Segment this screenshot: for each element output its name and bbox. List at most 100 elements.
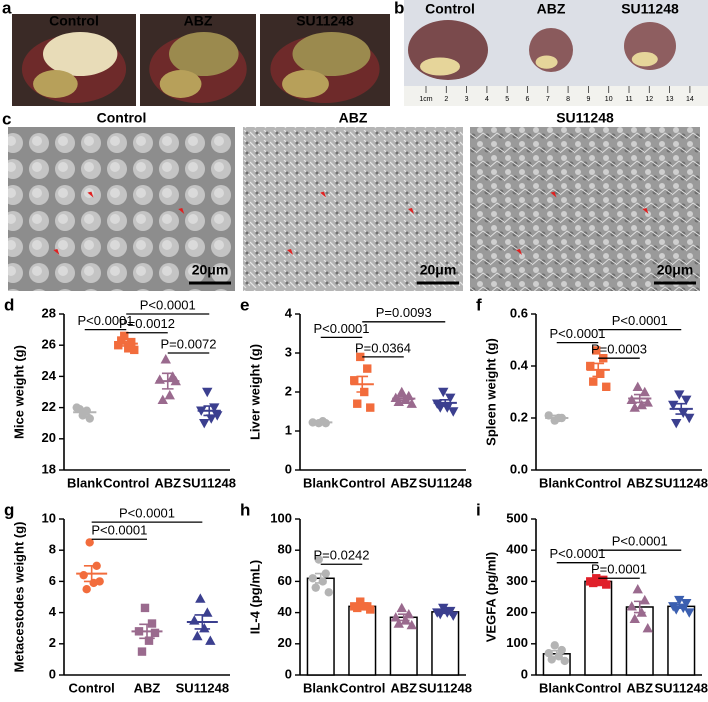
data-point [366, 605, 375, 614]
data-point [681, 395, 692, 405]
y-axis-label: VEGFA (pg/ml) [483, 552, 498, 643]
ruler-label: 4 [485, 96, 489, 103]
bar [431, 611, 460, 676]
data-point [671, 419, 682, 429]
data-point [396, 602, 407, 613]
group [350, 352, 375, 412]
ruler-label: 13 [666, 96, 674, 103]
group [76, 538, 108, 594]
group [544, 411, 569, 425]
x-tick-label: Control [339, 475, 385, 490]
y-tick-label: 100 [506, 635, 528, 650]
ruler-label: 6 [526, 96, 530, 103]
data-point [438, 387, 449, 398]
data-point [435, 403, 446, 413]
data-point [199, 419, 210, 429]
y-axis-label: Spleen weight (g) [483, 338, 498, 446]
error-bar [397, 395, 410, 402]
error-bar [120, 340, 133, 347]
photo-detail [33, 70, 78, 98]
x-tick-label: ABZ [154, 475, 181, 490]
photo-caption: SU11248 [621, 1, 679, 17]
photo-detail [169, 32, 239, 76]
p-value: P=0.0093 [376, 305, 432, 320]
p-value: P<0.0001 [549, 326, 605, 341]
panel-label: d [4, 295, 14, 314]
data-point [356, 352, 365, 362]
y-tick-label: 18 [42, 461, 56, 476]
y-tick-label: 0.2 [510, 409, 528, 424]
x-tick-label: ABZ [626, 680, 653, 695]
error-bar [83, 565, 100, 583]
data-point [684, 608, 695, 618]
data-point [195, 593, 206, 603]
data-point [205, 635, 216, 645]
y-tick-label: 0.4 [510, 357, 529, 372]
data-point [120, 331, 129, 341]
x-tick-label: SU11248 [655, 680, 708, 695]
data-point [684, 413, 695, 424]
data-point [626, 601, 637, 611]
data-point [140, 603, 150, 613]
arrow [87, 191, 94, 198]
y-tick-label: 3 [285, 344, 292, 359]
panel-label: c [2, 109, 11, 128]
sem-image [8, 127, 235, 291]
p-value: P<0.0001 [612, 313, 668, 328]
data-point [629, 613, 640, 624]
data-point [324, 588, 333, 597]
ruler [404, 86, 708, 106]
data-point [393, 618, 404, 628]
photo-caption: Control [425, 1, 475, 17]
data-point [592, 346, 601, 355]
error-bar [194, 614, 211, 630]
y-tick-label: 4 [285, 305, 293, 320]
ruler-label: 2 [444, 96, 448, 103]
y-tick-label: 6 [49, 573, 56, 588]
x-tick-label: Control [575, 680, 621, 695]
x-tick-label: Control [339, 680, 385, 695]
bar [348, 605, 377, 676]
data-point [82, 585, 91, 594]
x-tick-label: Blank [539, 680, 575, 695]
group [308, 417, 333, 428]
data-point [164, 389, 175, 400]
data-point [448, 407, 459, 417]
data-point [596, 577, 605, 587]
bar [625, 606, 654, 676]
data-point [199, 623, 210, 633]
y-axis-label: Mice weight (g) [11, 345, 26, 439]
x-tick-label: ABZ [390, 680, 417, 695]
error-bar [592, 362, 605, 378]
error-bar [314, 572, 327, 584]
x-tick-label: ABZ [390, 475, 417, 490]
data-point [550, 641, 559, 650]
y-axis-label: Liver weight (g) [247, 344, 262, 440]
p-value: P<0.0001 [549, 546, 605, 561]
ruler-label: 8 [566, 96, 570, 103]
data-point [154, 374, 165, 384]
data-point [124, 344, 133, 353]
y-tick-label: 10 [42, 510, 56, 525]
data-point [639, 594, 650, 605]
photo-detail [159, 70, 202, 98]
data-point [674, 595, 685, 606]
y-tick-label: 26 [42, 337, 56, 352]
error-bar [633, 393, 646, 404]
photo-caption: ABZ [537, 1, 566, 17]
data-point [406, 398, 417, 408]
data-point [314, 555, 323, 564]
data-point [150, 628, 160, 638]
ruler-label: 5 [505, 96, 509, 103]
group [389, 602, 418, 676]
y-tick-label: 4 [49, 604, 57, 619]
p-value: P<0.0001 [313, 321, 369, 336]
error-bar [314, 420, 327, 424]
group [668, 390, 695, 429]
data-point [360, 602, 369, 611]
data-point [435, 609, 446, 620]
y-tick-label: 60 [278, 573, 292, 588]
p-value: P<0.0001 [140, 297, 196, 312]
x-tick-label: Control [69, 680, 115, 695]
